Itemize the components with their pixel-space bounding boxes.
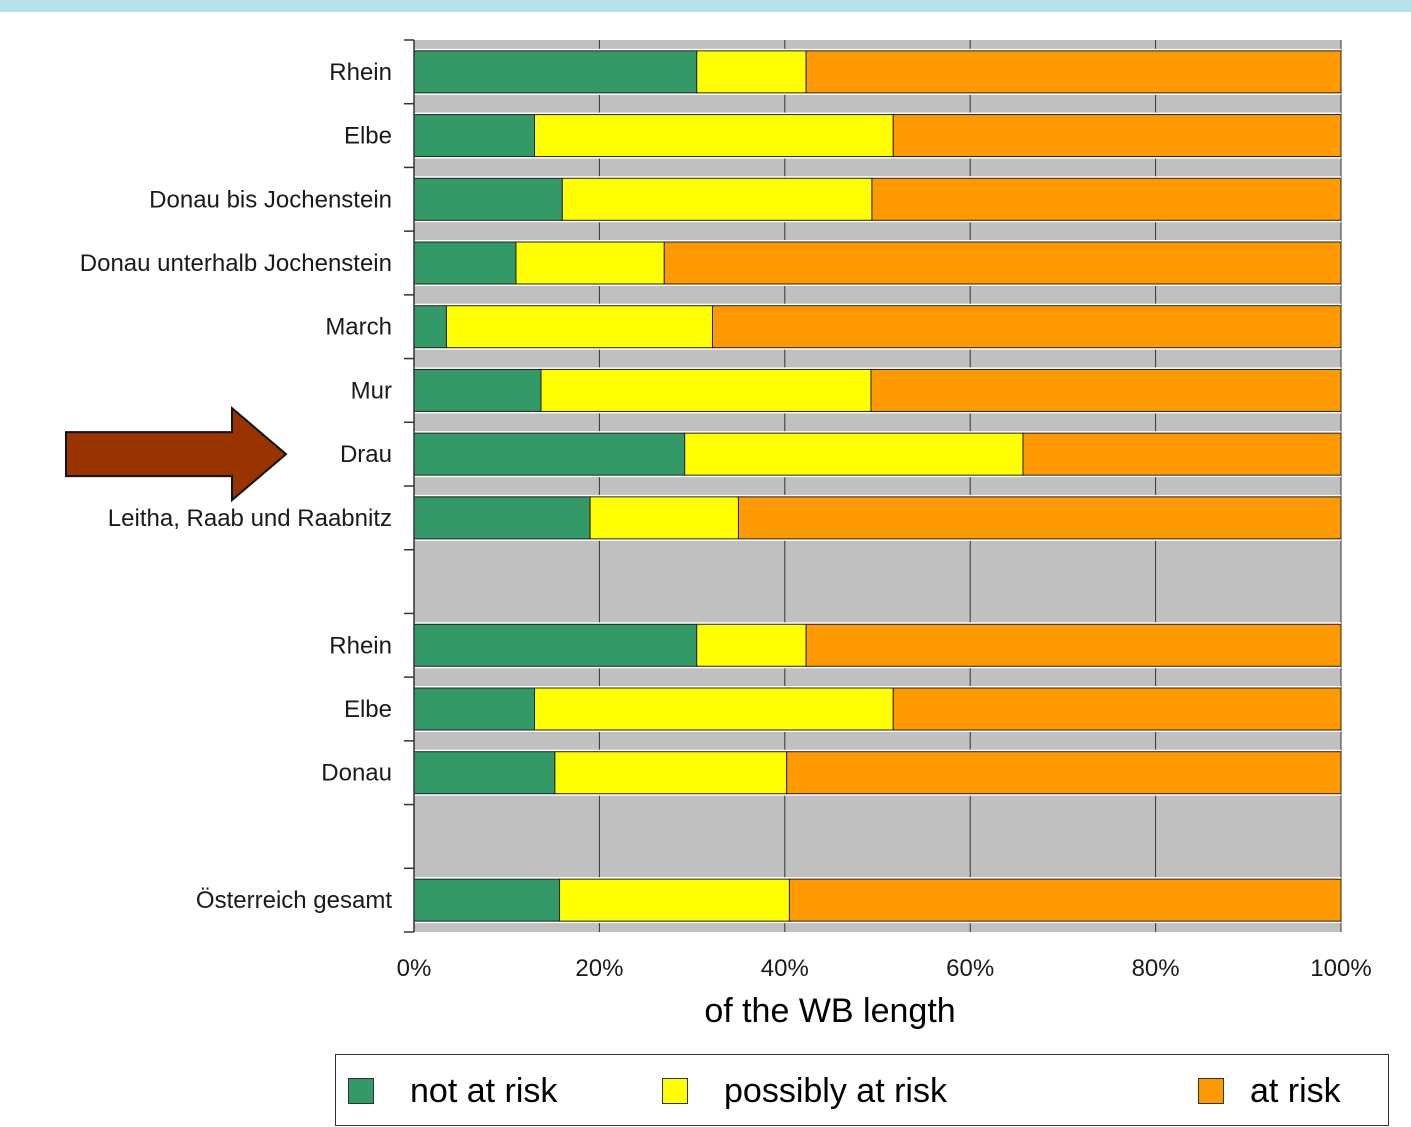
bar-possibly-at-risk-march — [445, 305, 713, 349]
bar-at-risk-donau-unterhalb-jochenstein — [663, 241, 1342, 285]
bar-at-risk-drau — [1022, 432, 1342, 476]
category-label: March — [325, 314, 392, 341]
plot-background — [414, 40, 1341, 932]
category-label: Elbe — [344, 696, 392, 723]
legend-item-not-at-risk: not at risk — [348, 1055, 557, 1127]
x-axis-label: of the WB length — [704, 992, 956, 1030]
category-label: Österreich gesamt — [196, 887, 392, 914]
bar-possibly-at-risk-drau — [684, 432, 1024, 476]
bar-possibly-at-risk-österreich-gesamt — [559, 878, 790, 922]
bar-at-risk-donau — [786, 751, 1342, 795]
bar-not-at-risk-march — [413, 305, 447, 349]
category-label: Mur — [351, 377, 392, 404]
bar-at-risk-österreich-gesamt — [788, 878, 1342, 922]
bar-not-at-risk-donau-bis-jochenstein — [413, 177, 563, 221]
legend-label-possibly-at-risk: possibly at risk — [724, 1071, 947, 1110]
bar-at-risk-elbe — [892, 687, 1342, 731]
legend-item-possibly-at-risk: possibly at risk — [662, 1055, 947, 1127]
legend: not at risk possibly at risk at risk — [335, 1054, 1389, 1126]
bar-not-at-risk-donau-unterhalb-jochenstein — [413, 241, 517, 285]
category-label: Drau — [340, 441, 392, 468]
bar-at-risk-donau-bis-jochenstein — [871, 177, 1342, 221]
category-label: Elbe — [344, 123, 392, 150]
bar-not-at-risk-donau — [413, 751, 556, 795]
category-label: Rhein — [329, 59, 392, 86]
bar-not-at-risk-drau — [413, 432, 686, 476]
bar-not-at-risk-leitha-raab-und-raabnitz — [413, 496, 591, 540]
bar-possibly-at-risk-mur — [540, 368, 872, 412]
bar-at-risk-march — [711, 305, 1342, 349]
bar-not-at-risk-elbe — [413, 687, 536, 731]
bar-possibly-at-risk-leitha-raab-und-raabnitz — [589, 496, 739, 540]
x-tick-label: 40% — [761, 955, 809, 982]
bar-possibly-at-risk-rhein — [696, 50, 807, 94]
bar-not-at-risk-rhein — [413, 50, 698, 94]
category-label: Leitha, Raab und Raabnitz — [108, 505, 392, 532]
legend-item-at-risk: at risk — [1198, 1055, 1341, 1127]
bar-at-risk-rhein — [805, 50, 1342, 94]
bar-not-at-risk-österreich-gesamt — [413, 878, 561, 922]
x-tick-label: 20% — [575, 955, 623, 982]
x-tick-label: 60% — [946, 955, 994, 982]
bar-at-risk-leitha-raab-und-raabnitz — [737, 496, 1342, 540]
bar-not-at-risk-rhein — [413, 623, 698, 667]
bar-at-risk-rhein — [805, 623, 1342, 667]
bar-not-at-risk-elbe — [413, 114, 536, 158]
bar-possibly-at-risk-donau — [554, 751, 788, 795]
category-label: Donau unterhalb Jochenstein — [80, 250, 392, 277]
x-tick-label: 100% — [1310, 955, 1371, 982]
arrow-annotation-icon — [65, 405, 288, 503]
legend-label-at-risk: at risk — [1250, 1071, 1341, 1110]
category-label: Donau — [321, 760, 392, 787]
legend-label-not-at-risk: not at risk — [410, 1071, 558, 1110]
bar-possibly-at-risk-elbe — [534, 114, 894, 158]
category-label: Rhein — [329, 632, 392, 659]
bar-at-risk-mur — [870, 368, 1342, 412]
legend-swatch-at-risk — [1198, 1078, 1224, 1104]
bar-not-at-risk-mur — [413, 368, 542, 412]
top-accent-bar — [0, 0, 1411, 12]
bar-possibly-at-risk-elbe — [534, 687, 894, 731]
bar-possibly-at-risk-rhein — [696, 623, 807, 667]
bar-possibly-at-risk-donau-bis-jochenstein — [561, 177, 873, 221]
bar-possibly-at-risk-donau-unterhalb-jochenstein — [515, 241, 665, 285]
x-tick-label: 80% — [1132, 955, 1180, 982]
category-label: Donau bis Jochenstein — [149, 186, 392, 213]
legend-swatch-possibly-at-risk — [662, 1078, 688, 1104]
stacked-bar-chart: Rhein Elbe Donau bis Jochenstein Donau unte… — [65, 39, 1372, 982]
x-tick-label: 0% — [397, 955, 432, 982]
legend-swatch-not-at-risk — [348, 1078, 374, 1104]
bar-at-risk-elbe — [892, 114, 1342, 158]
